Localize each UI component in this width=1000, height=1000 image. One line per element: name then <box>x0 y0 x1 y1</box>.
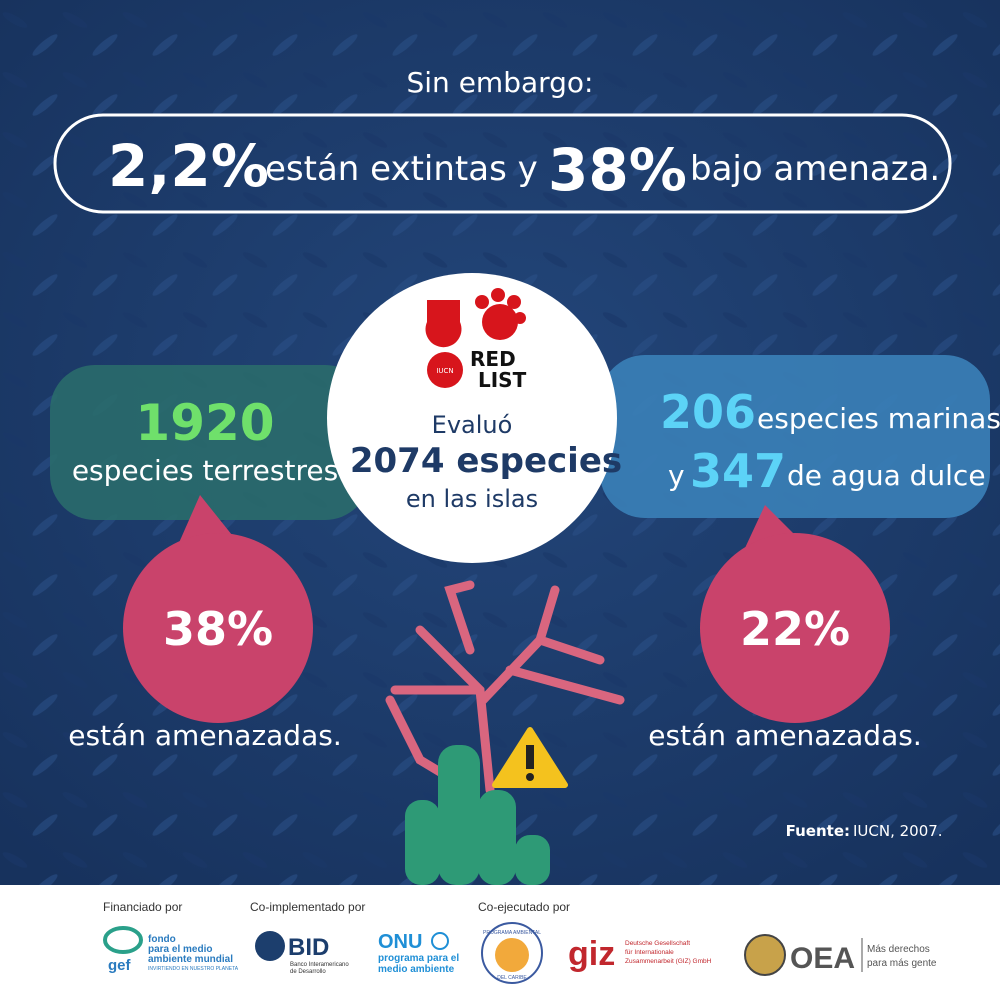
terrestrial-caption: están amenazadas. <box>68 719 341 752</box>
logo-text: de Desarrollo <box>290 969 326 975</box>
pac-logo: PROGRAMA AMBIENTAL DEL CARIBE <box>481 922 543 984</box>
sponge-illustration <box>405 745 550 885</box>
center-line: 2074 especies <box>350 441 622 481</box>
connector: y <box>668 459 685 492</box>
logo-text: DEL CARIBE <box>497 975 527 981</box>
logo-mark: ONU <box>378 931 422 953</box>
center-circle <box>327 273 617 563</box>
threatened-value: 38% <box>548 136 687 204</box>
terrestrial-count: 1920 <box>135 394 274 452</box>
redlist-logo <box>425 288 526 388</box>
logo-text: Más derechos <box>867 944 930 955</box>
logo-text: programa para el <box>378 953 459 964</box>
freshwater-label: de agua dulce <box>787 459 986 492</box>
logo-mark: BID <box>288 934 329 961</box>
logo-org: IUCN <box>436 367 453 375</box>
center-line: en las islas <box>406 485 538 513</box>
logo-line: LIST <box>478 368 527 392</box>
marine-label: especies marinas <box>757 402 1000 435</box>
warning-icon <box>492 727 568 788</box>
banner-frame <box>53 113 952 214</box>
source-text: IUCN, 2007. <box>853 822 943 840</box>
logo-text: Deutsche Gesellschaft <box>625 940 690 947</box>
oea-logo: OEA Más derechos para más gente <box>744 934 937 976</box>
logo-text: PROGRAMA AMBIENTAL <box>483 930 541 936</box>
group-label: Co-ejecutado por <box>478 900 570 914</box>
logo-text: ambiente mundial <box>148 954 233 965</box>
pointer <box>178 495 240 545</box>
logo-mark: giz <box>568 935 615 973</box>
logo-text: para el medio <box>148 944 212 955</box>
terrestrial-circle <box>123 533 313 723</box>
logo-tagline: INVIRTIENDO EN NUESTRO PLANETA <box>148 966 239 972</box>
extinct-text: están extintas y <box>265 149 538 189</box>
logo-text: fondo <box>148 934 176 945</box>
threatened-text: bajo amenaza. <box>690 149 940 189</box>
freshwater-count: 347 <box>690 444 786 498</box>
aquatic-caption: están amenazadas. <box>648 719 921 752</box>
terrestrial-label: especies terrestres <box>72 454 338 487</box>
group-label: Co-implementado por <box>250 900 365 914</box>
logo-text: medio ambiente <box>378 964 455 975</box>
bid-logo: BID Banco Interamericano de Desarrollo <box>255 931 349 975</box>
source-label: Fuente: <box>786 822 850 840</box>
gef-logo: gef fondo para el medio ambiente mundial… <box>103 926 239 974</box>
logo-mark: OEA <box>790 942 855 975</box>
aquatic-percent: 22% <box>740 602 850 656</box>
logo-text: para más gente <box>867 958 937 969</box>
logo-text: für Internationale <box>625 949 674 956</box>
group-label: Financiado por <box>103 900 182 914</box>
terrestrial-box <box>50 365 370 520</box>
logo-mark: gef <box>108 957 132 974</box>
onu-logo: ONU programa para el medio ambiente <box>378 931 459 975</box>
coral-illustration <box>385 580 625 795</box>
aquatic-circle <box>700 533 890 723</box>
logo-text: Banco Interamericano <box>290 962 349 968</box>
center-line: Evaluó <box>432 411 513 439</box>
logo-text: Zusammenarbeit (GIZ) GmbH <box>625 958 712 965</box>
giz-logo: giz Deutsche Gesellschaft für Internatio… <box>568 935 712 973</box>
aquatic-box <box>600 355 990 518</box>
intro: Sin embargo: <box>407 66 594 99</box>
extinct-value: 2,2% <box>108 132 269 200</box>
terrestrial-percent: 38% <box>163 602 273 656</box>
marine-count: 206 <box>660 385 756 439</box>
logo-line: RED <box>470 347 516 371</box>
